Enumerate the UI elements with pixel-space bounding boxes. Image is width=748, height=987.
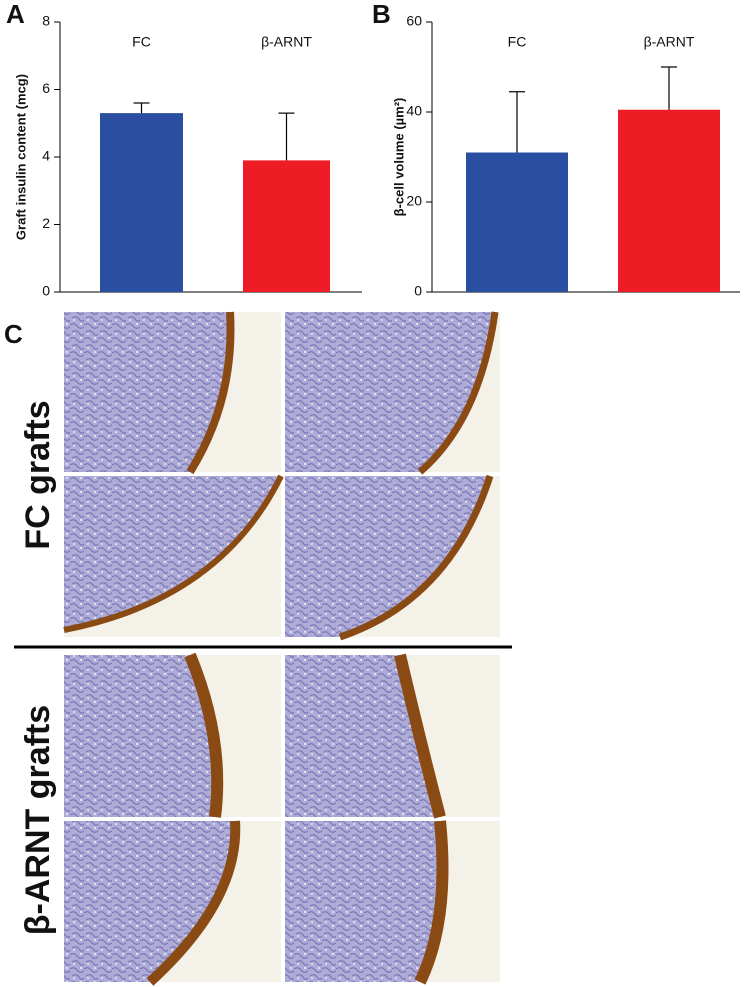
y-axis-label: β-cell volume (µm²): [391, 98, 406, 217]
micrograph: [64, 311, 281, 475]
micrograph: [64, 820, 281, 986]
micrograph: [285, 820, 500, 985]
panel-label: B: [372, 0, 391, 29]
bar: [466, 152, 568, 292]
bar: [618, 109, 720, 292]
category-label: FC: [508, 34, 527, 50]
y-tick-label: 0: [42, 283, 50, 299]
micrograph: [64, 652, 281, 818]
bar: [243, 160, 330, 292]
panel-label: C: [4, 319, 23, 349]
row-label: β-ARNT grafts: [19, 705, 57, 935]
y-tick-label: 40: [406, 103, 422, 119]
category-label: FC: [132, 34, 151, 50]
micrographs: [14, 311, 512, 986]
micrograph: [285, 311, 500, 475]
y-tick-label: 60: [406, 13, 422, 29]
bar: [100, 113, 183, 292]
y-tick-label: 4: [42, 148, 50, 164]
category-label: β-ARNT: [644, 34, 695, 50]
y-tick-label: 6: [42, 80, 50, 96]
y-tick-label: 20: [406, 193, 422, 209]
micrograph: [63, 474, 284, 637]
y-tick-label: 2: [42, 215, 50, 231]
y-axis-label: Graft insulin content (mcg): [13, 74, 28, 240]
category-label: β-ARNT: [261, 34, 312, 50]
y-tick-label: 0: [414, 283, 422, 299]
y-tick-label: 8: [42, 13, 50, 29]
row-label: FC grafts: [19, 400, 57, 549]
micrograph: [285, 653, 500, 819]
panel-label: A: [6, 0, 25, 29]
micrograph: [285, 474, 500, 641]
